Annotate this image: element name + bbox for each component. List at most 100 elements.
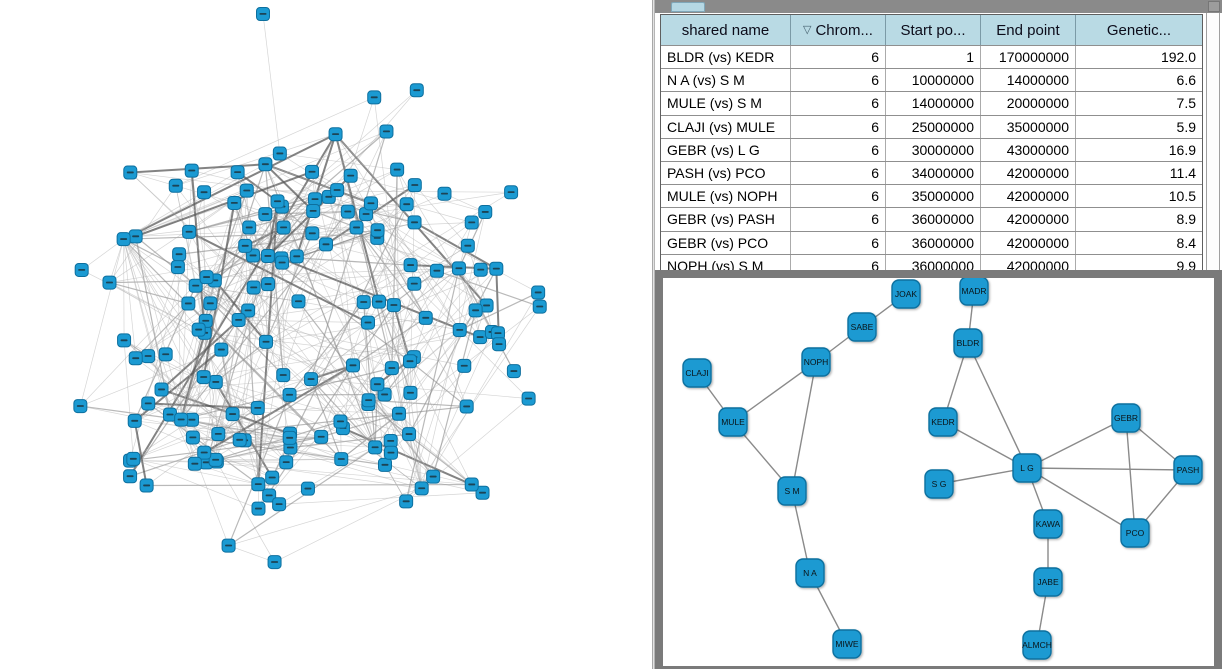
network-node[interactable] xyxy=(260,249,275,264)
sub-network-node-s-g[interactable]: S G xyxy=(924,469,954,499)
network-node[interactable] xyxy=(276,368,291,383)
sub-network-node-noph[interactable]: NOPH xyxy=(801,347,831,377)
network-node[interactable] xyxy=(282,387,297,402)
network-node[interactable] xyxy=(345,358,360,373)
network-node[interactable] xyxy=(230,165,245,180)
sub-network-edge[interactable] xyxy=(1026,417,1127,469)
table-cell[interactable]: 35000000 xyxy=(886,185,981,208)
network-node[interactable] xyxy=(457,358,472,373)
network-node[interactable] xyxy=(407,215,422,230)
network-node[interactable] xyxy=(191,322,206,337)
network-node[interactable] xyxy=(386,298,401,313)
network-node[interactable] xyxy=(188,278,203,293)
table-cell[interactable]: 6 xyxy=(791,161,886,185)
network-node[interactable] xyxy=(464,215,479,230)
table-cell[interactable]: 34000000 xyxy=(886,161,981,185)
sub-network-edge[interactable] xyxy=(1026,467,1189,471)
network-node[interactable] xyxy=(504,185,519,200)
sub-network-node-sabe[interactable]: SABE xyxy=(847,312,877,342)
network-node[interactable] xyxy=(172,247,187,262)
network-node[interactable] xyxy=(170,260,185,275)
sub-network-node-madr[interactable]: MADR xyxy=(959,278,989,306)
sub-network-node-pco[interactable]: PCO xyxy=(1120,518,1150,548)
node-shape[interactable] xyxy=(847,312,877,342)
table-row[interactable]: GEBR (vs) L G 6 30000000 43000000 16.9 xyxy=(661,137,1202,161)
panel-divider[interactable] xyxy=(652,0,655,669)
network-node[interactable] xyxy=(246,248,261,263)
network-node[interactable] xyxy=(185,430,200,445)
network-node[interactable] xyxy=(214,342,229,357)
network-node[interactable] xyxy=(384,361,399,376)
table-cell[interactable]: 6 xyxy=(791,92,886,115)
node-shape[interactable] xyxy=(928,407,958,437)
sub-network-node-almch[interactable]: ALMCH xyxy=(1022,630,1052,660)
network-node[interactable] xyxy=(308,192,323,207)
network-node[interactable] xyxy=(128,351,143,366)
table-cell[interactable]: 192.0 xyxy=(1160,49,1196,66)
network-node[interactable] xyxy=(197,445,212,460)
table-cell[interactable]: 8.9 xyxy=(1176,211,1196,228)
sub-network-canvas[interactable]: JOAK MADR SABE BLDR NOPH CLAJI MULE KEDR GEBR L G… xyxy=(663,278,1214,666)
table-cell[interactable]: 6 xyxy=(791,254,886,277)
column-header-chromosome[interactable]: ▽ Chrom... xyxy=(791,15,886,45)
network-node[interactable] xyxy=(259,334,274,349)
network-node[interactable] xyxy=(318,237,333,252)
table-cell[interactable]: 5.9 xyxy=(1176,118,1196,135)
network-node[interactable] xyxy=(272,146,287,161)
network-node[interactable] xyxy=(343,168,358,183)
network-node[interactable] xyxy=(258,207,273,222)
table-cell[interactable]: 6 xyxy=(791,231,886,254)
sub-network-node-joak[interactable]: JOAK xyxy=(891,279,921,309)
network-node[interactable] xyxy=(123,165,138,180)
column-header-end-point[interactable]: End point xyxy=(981,15,1076,45)
network-node[interactable] xyxy=(383,445,398,460)
table-cell[interactable]: 6 xyxy=(791,138,886,161)
network-node[interactable] xyxy=(208,375,223,390)
table-cell[interactable]: 11.4 xyxy=(1169,165,1196,182)
network-node[interactable] xyxy=(475,485,490,500)
network-node[interactable] xyxy=(276,220,291,235)
network-node[interactable] xyxy=(231,312,246,327)
sub-network-node-bldr[interactable]: BLDR xyxy=(953,328,983,358)
network-node[interactable] xyxy=(184,163,199,178)
table-cell[interactable]: MULE (vs) S M xyxy=(661,92,791,115)
sub-network-edge[interactable] xyxy=(1125,417,1136,534)
node-shape[interactable] xyxy=(1022,630,1052,660)
network-node[interactable] xyxy=(270,194,285,209)
node-shape[interactable] xyxy=(953,328,983,358)
network-node[interactable] xyxy=(333,414,348,429)
network-node[interactable] xyxy=(370,377,385,392)
network-node[interactable] xyxy=(478,205,493,220)
table-cell[interactable]: 6.6 xyxy=(1176,72,1196,89)
table-tab[interactable] xyxy=(671,2,705,12)
sub-network-edge[interactable] xyxy=(1026,467,1136,534)
network-node[interactable] xyxy=(116,232,131,247)
network-node[interactable] xyxy=(300,481,315,496)
node-shape[interactable] xyxy=(1111,403,1141,433)
table-cell[interactable]: 25000000 xyxy=(886,115,981,138)
sub-network-edge[interactable] xyxy=(967,342,1028,469)
table-cell[interactable]: 6 xyxy=(791,69,886,92)
main-network-view[interactable] xyxy=(0,0,652,669)
network-node[interactable] xyxy=(162,407,177,422)
sub-network-node-claji[interactable]: CLAJI xyxy=(682,358,712,388)
network-node[interactable] xyxy=(334,452,349,467)
table-cell[interactable]: 6 xyxy=(791,185,886,208)
network-node[interactable] xyxy=(418,310,433,325)
network-node[interactable] xyxy=(391,406,406,421)
network-node[interactable] xyxy=(141,396,156,411)
table-cell[interactable]: 42000000 xyxy=(981,208,1076,231)
network-node[interactable] xyxy=(181,296,196,311)
network-node[interactable] xyxy=(531,285,546,300)
table-cell[interactable]: 14000000 xyxy=(981,69,1076,92)
table-cell[interactable]: PASH (vs) PCO xyxy=(661,161,791,185)
network-node[interactable] xyxy=(407,178,422,193)
network-node[interactable] xyxy=(251,501,266,516)
node-shape[interactable] xyxy=(1012,453,1042,483)
table-cell[interactable]: 7.5 xyxy=(1176,95,1196,112)
table-cell[interactable]: 1 xyxy=(886,46,981,69)
network-node[interactable] xyxy=(492,337,507,352)
network-node[interactable] xyxy=(451,261,466,276)
table-cell[interactable]: NOPH (vs) S M xyxy=(661,254,791,277)
network-node[interactable] xyxy=(246,280,261,295)
